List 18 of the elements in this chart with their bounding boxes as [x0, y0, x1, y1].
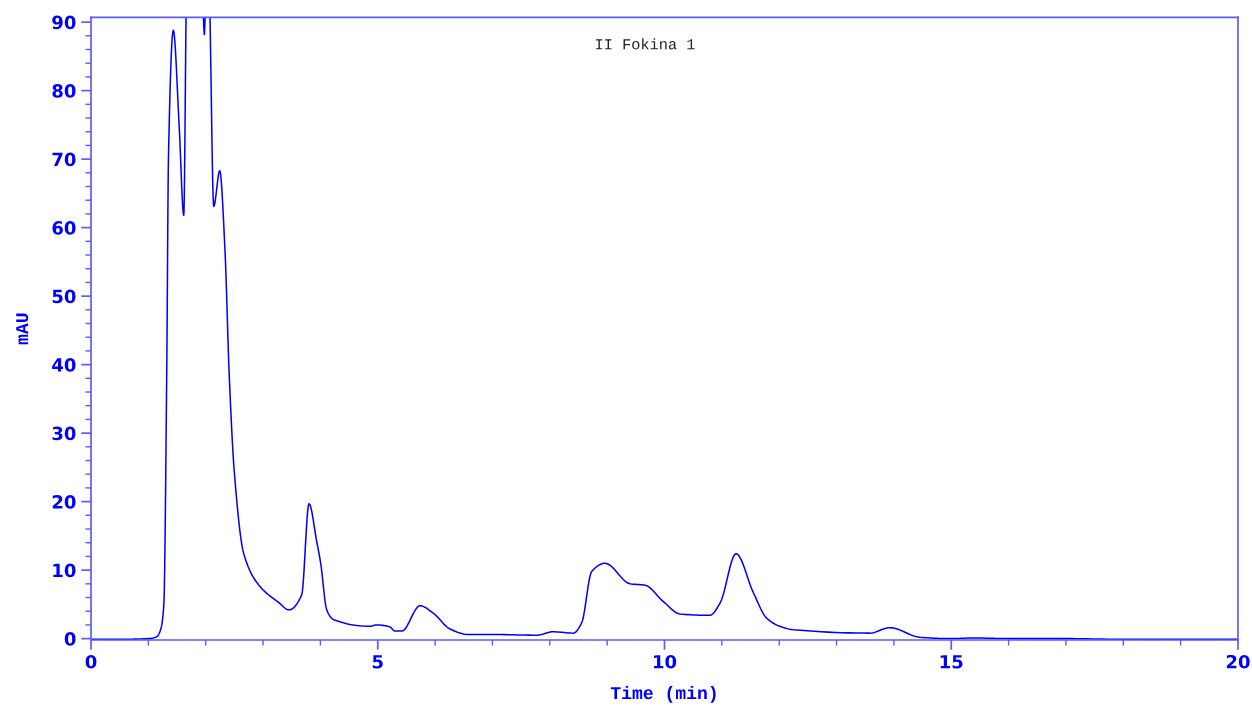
y-tick-label: 50 [52, 289, 76, 304]
x-tick-label: 0 [85, 654, 97, 669]
y-tick-label: 40 [52, 358, 76, 372]
y-tick-label: 60 [52, 221, 76, 235]
x-tick-label: 5 [372, 655, 383, 669]
x-tick-label: 20 [1226, 654, 1250, 669]
x-axis-title: Time (min) [610, 685, 716, 703]
y-tick-label: 90 [52, 15, 76, 30]
y-tick-label: 30 [52, 426, 76, 441]
y-tick-label: 10 [53, 563, 76, 578]
x-tick-label: 15 [940, 655, 963, 669]
y-tick-label: 80 [52, 84, 76, 98]
annotation: II Fokina 1 [596, 38, 695, 50]
y-tick-label: 70 [52, 152, 76, 167]
y-tick-label: 0 [64, 632, 76, 646]
y-tick-label: 20 [52, 495, 76, 509]
y-axis-title: mAU [16, 313, 29, 345]
x-tick-label: 10 [653, 654, 677, 669]
